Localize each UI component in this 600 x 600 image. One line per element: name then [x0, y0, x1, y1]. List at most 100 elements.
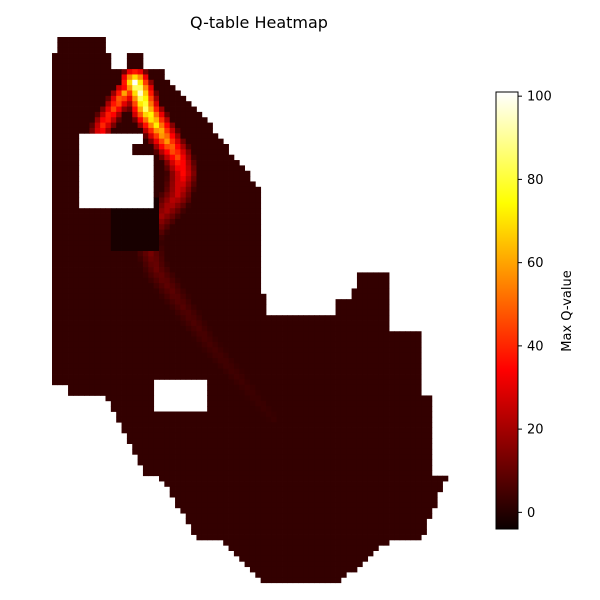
heatmap-cell — [282, 347, 288, 354]
heatmap-cell — [324, 454, 331, 461]
heatmap-cell — [405, 363, 411, 370]
heatmap-cell — [233, 336, 240, 343]
heatmap-cell — [373, 352, 379, 359]
heatmap-cell — [175, 111, 181, 118]
heatmap-cell — [378, 438, 385, 444]
heatmap-cell — [415, 352, 422, 359]
heatmap-cell — [164, 208, 171, 214]
heatmap-cell — [132, 443, 138, 450]
heatmap-cell — [180, 122, 187, 129]
heatmap-cell — [346, 432, 352, 439]
heatmap-cell — [223, 529, 229, 535]
heatmap-cell — [340, 545, 347, 551]
heatmap-cell — [239, 267, 245, 273]
heatmap-cell — [373, 465, 379, 471]
heatmap-cell — [255, 497, 262, 503]
heatmap-cell — [121, 208, 128, 214]
heatmap-cell — [153, 106, 160, 113]
heatmap-cell — [378, 352, 385, 359]
heatmap-cell — [271, 497, 278, 503]
heatmap-cell — [394, 523, 401, 530]
heatmap-cell — [319, 555, 326, 562]
heatmap-cell — [175, 277, 181, 284]
heatmap-cell — [255, 518, 262, 525]
heatmap-cell — [383, 534, 390, 541]
heatmap-cell — [319, 459, 326, 466]
heatmap-cell — [340, 572, 347, 578]
heatmap-cell — [415, 347, 422, 354]
heatmap-cell — [89, 358, 96, 364]
heatmap-cell — [421, 481, 427, 487]
heatmap-cell — [351, 416, 358, 423]
heatmap-cell — [196, 283, 203, 289]
heatmap-cell — [367, 277, 374, 284]
heatmap-cell — [405, 336, 411, 343]
heatmap-cell — [276, 358, 283, 364]
heatmap-cell — [319, 427, 326, 434]
heatmap-cell — [244, 245, 251, 252]
heatmap-cell — [239, 422, 245, 428]
heatmap-cell — [212, 352, 219, 359]
heatmap-cell — [148, 283, 155, 289]
heatmap-cell — [132, 144, 138, 150]
heatmap-cell — [148, 315, 155, 321]
heatmap-cell — [121, 374, 128, 380]
heatmap-cell — [356, 277, 363, 284]
heatmap-cell — [383, 347, 390, 354]
heatmap-cell — [303, 406, 310, 412]
heatmap-cell — [287, 486, 294, 493]
heatmap-cell — [105, 234, 112, 241]
heatmap-cell — [212, 486, 219, 493]
heatmap-cell — [142, 245, 149, 252]
heatmap-cell — [62, 53, 69, 59]
heatmap-cell — [244, 507, 251, 514]
colorbar-tick-label: 60 — [527, 256, 544, 271]
heatmap-cell — [137, 336, 144, 343]
heatmap-cell — [233, 299, 240, 305]
heatmap-cell — [121, 325, 128, 332]
heatmap-cell — [335, 502, 342, 509]
heatmap-cell — [239, 427, 245, 434]
heatmap-cell — [324, 438, 331, 444]
heatmap-cell — [84, 309, 90, 316]
heatmap-cell — [276, 341, 283, 348]
heatmap-cell — [394, 358, 401, 364]
heatmap-cell — [126, 85, 133, 91]
heatmap-cell — [292, 331, 299, 337]
heatmap-cell — [308, 529, 315, 535]
heatmap-cell — [159, 320, 165, 327]
heatmap-cell — [164, 240, 171, 247]
heatmap-cell — [292, 358, 299, 364]
heatmap-cell — [276, 459, 283, 466]
heatmap-cell — [303, 577, 310, 584]
heatmap-cell — [105, 299, 112, 305]
heatmap-cell — [132, 363, 138, 370]
heatmap-cell — [287, 513, 294, 519]
heatmap-cell — [244, 267, 251, 273]
heatmap-cell — [191, 336, 197, 343]
heatmap-cell — [405, 507, 411, 514]
heatmap-cell — [378, 283, 385, 289]
heatmap-cell — [335, 325, 342, 332]
heatmap-cell — [233, 165, 240, 172]
heatmap-cell — [389, 465, 395, 471]
heatmap-cell — [148, 384, 155, 391]
heatmap-cell — [383, 422, 390, 428]
heatmap-cell — [351, 465, 358, 471]
heatmap-cell — [201, 368, 208, 375]
heatmap-cell — [255, 432, 262, 439]
heatmap-cell — [142, 208, 149, 214]
heatmap-cell — [340, 363, 347, 370]
heatmap-cell — [249, 502, 256, 509]
heatmap-cell — [73, 379, 80, 386]
heatmap-cell — [292, 572, 299, 578]
heatmap-cell — [110, 293, 117, 300]
heatmap-cell — [276, 486, 283, 493]
heatmap-cell — [110, 374, 117, 380]
heatmap-cell — [57, 160, 64, 166]
heatmap-cell — [207, 160, 213, 166]
heatmap-cell — [142, 106, 149, 113]
heatmap-cell — [212, 240, 219, 247]
heatmap-cell — [73, 144, 80, 150]
heatmap-cell — [249, 224, 256, 230]
